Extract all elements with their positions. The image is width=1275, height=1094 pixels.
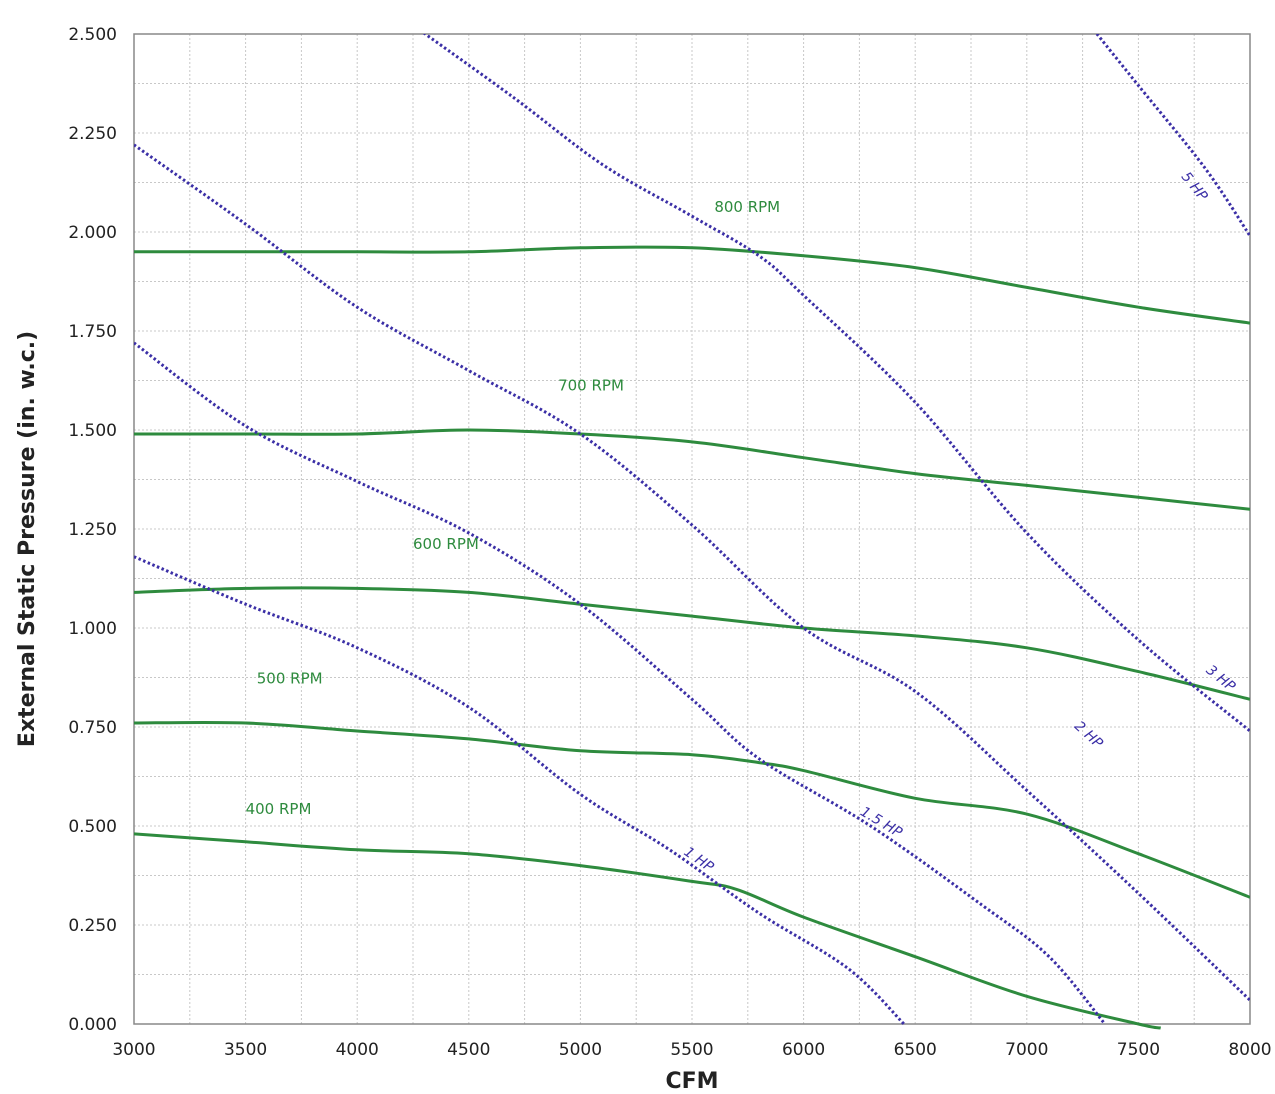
x-tick-label: 4500 [447,1040,490,1060]
hp-curve-5-hp [1095,34,1250,237]
hp-curve-1-5-hp [134,341,1107,1025]
rpm-label-400-rpm: 400 RPM [246,800,312,818]
y-tick-label: 0.250 [68,916,117,936]
rpm-curve-700-rpm [134,428,1250,511]
rpm-label-600-rpm: 600 RPM [413,535,479,553]
x-tick-label: 4000 [336,1040,379,1060]
x-tick-label: 3500 [224,1040,267,1060]
x-tick-label: 6000 [782,1040,825,1060]
rpm-curve-500-rpm [134,720,1250,899]
y-tick-label: 2.500 [68,25,117,45]
x-tick-label: 7500 [1117,1040,1160,1060]
x-tick-label: 5000 [559,1040,602,1060]
x-tick-label: 5500 [670,1040,713,1060]
hp-label-1-5-hp: 1.5 HP [857,804,905,842]
y-tick-label: 0.500 [68,817,117,837]
y-tick-label: 2.250 [68,124,117,144]
y-tick-label: 1.000 [68,619,117,639]
hp-curve-3-hp [422,34,1250,733]
rpm-curve-800-rpm [134,245,1250,325]
axis-ticks: 3000 3500 4000 4500 5000 5500 6000 6500 7000 7500… [68,25,1271,1060]
y-tick-label: 1.500 [68,421,117,441]
series-group [134,34,1250,1030]
y-axis-title: External Static Pressure (in. w.c.) [15,331,40,747]
y-tick-label: 0.750 [68,718,117,738]
rpm-curve-400-rpm [134,832,1161,1030]
hp-label-2-hp: 2 HP [1071,718,1106,752]
rpm-label-500-rpm: 500 RPM [257,669,323,687]
y-tick-label: 0.000 [68,1015,117,1035]
x-tick-label: 3000 [112,1040,155,1060]
hp-label-5-hp: 5 HP [1178,169,1211,205]
y-tick-label: 2.000 [68,223,117,243]
plot-frame [133,33,1251,1025]
rpm-label-700-rpm: 700 RPM [558,376,624,394]
x-tick-label: 7000 [1005,1040,1048,1060]
rpm-curve-600-rpm [134,586,1250,701]
y-tick-label: 1.250 [68,520,117,540]
y-tick-label: 1.750 [68,322,117,342]
x-axis-title: CFM [665,1069,718,1090]
grid [133,33,1251,1025]
x-tick-label: 6500 [894,1040,937,1060]
x-tick-label: 8000 [1228,1040,1271,1060]
rpm-label-800-rpm: 800 RPM [714,198,780,216]
